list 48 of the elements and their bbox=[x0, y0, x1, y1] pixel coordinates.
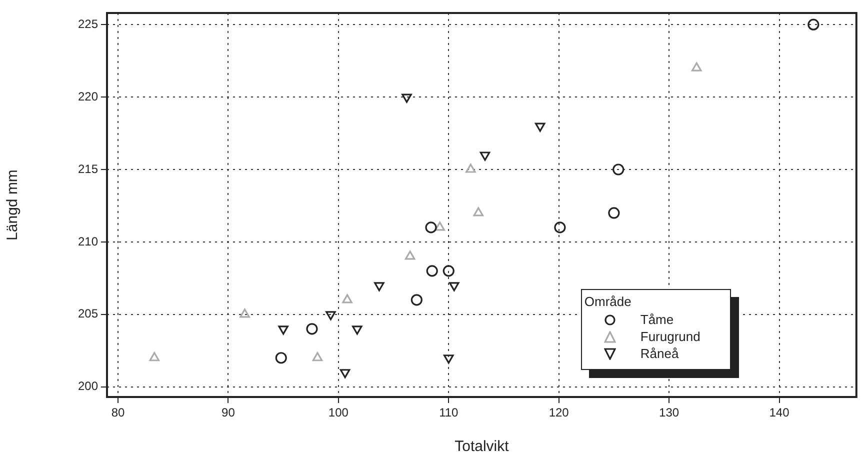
x-tick-label: 120 bbox=[548, 406, 570, 420]
y-axis-title: Längd mm bbox=[4, 170, 22, 240]
point bbox=[326, 311, 336, 320]
point bbox=[534, 122, 546, 132]
point bbox=[691, 62, 702, 72]
legend-title: Område bbox=[584, 294, 632, 309]
point bbox=[312, 352, 323, 362]
point bbox=[342, 294, 352, 304]
point bbox=[554, 222, 566, 234]
y-tick-label: 200 bbox=[78, 379, 98, 394]
y-tick-label: 215 bbox=[78, 162, 98, 176]
point bbox=[608, 207, 620, 219]
x-tick-label: 140 bbox=[769, 406, 790, 420]
point bbox=[340, 369, 350, 378]
legend-label: Tåme bbox=[640, 312, 674, 327]
point bbox=[808, 18, 820, 30]
y-tick-label: 210 bbox=[78, 234, 98, 248]
x-tick-label: 110 bbox=[439, 406, 459, 420]
x-tick-label: 90 bbox=[222, 406, 236, 420]
point bbox=[410, 294, 422, 306]
point bbox=[278, 326, 288, 335]
legend-label: Råneå bbox=[640, 346, 679, 361]
point bbox=[473, 207, 484, 216]
x-axis-title: Totalvikt bbox=[454, 438, 510, 456]
point bbox=[374, 282, 384, 292]
x-tick-label: 130 bbox=[659, 406, 680, 420]
point bbox=[480, 152, 490, 161]
point bbox=[425, 222, 437, 234]
point bbox=[275, 352, 287, 364]
point bbox=[306, 323, 318, 335]
y-tick-label: 225 bbox=[78, 16, 98, 31]
point bbox=[442, 265, 454, 277]
point bbox=[402, 94, 412, 103]
point bbox=[612, 164, 624, 176]
legend-label: Furugrund bbox=[640, 329, 700, 344]
point bbox=[449, 282, 460, 292]
point bbox=[466, 164, 476, 173]
x-tick-label: 100 bbox=[328, 406, 349, 420]
point bbox=[426, 265, 438, 277]
point bbox=[434, 222, 445, 231]
point bbox=[404, 250, 416, 260]
y-tick-label: 220 bbox=[78, 89, 98, 104]
point bbox=[444, 354, 454, 364]
y-tick-label: 205 bbox=[78, 306, 98, 321]
point bbox=[149, 352, 160, 362]
point bbox=[352, 326, 362, 335]
x-tick-label: 80 bbox=[111, 406, 126, 420]
point bbox=[240, 308, 250, 318]
